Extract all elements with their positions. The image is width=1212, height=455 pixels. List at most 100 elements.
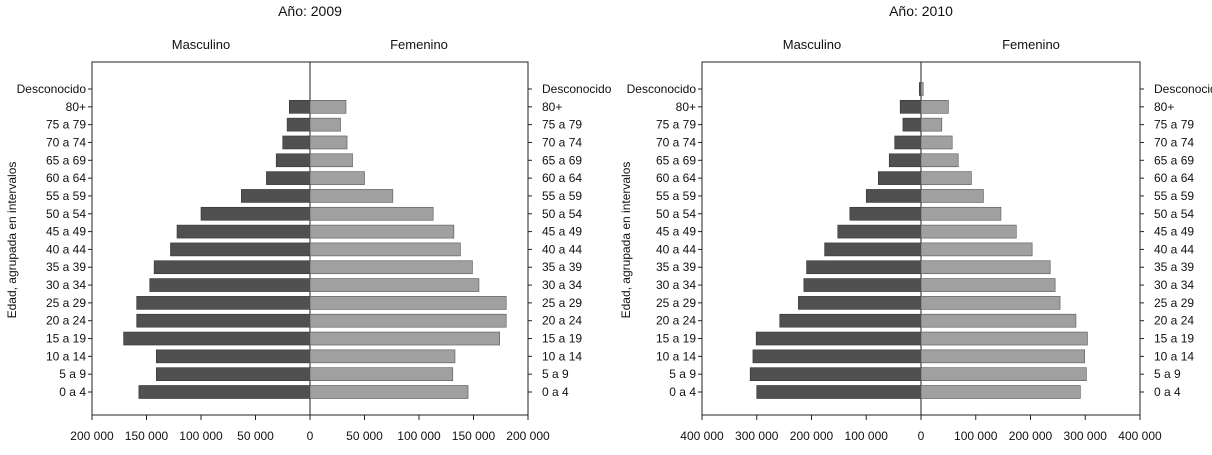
bar-female-1-5 (920, 296, 1061, 310)
y-tick-label-right-1-0: 0 a 4 (1154, 385, 1181, 399)
y-tick-label-left-1-9: 45 a 49 (656, 225, 696, 239)
y-tick-label-left-1-10: 50 a 54 (656, 207, 696, 221)
x-tick-label-0-1: 150 000 (125, 429, 169, 443)
x-tick-label-1-1: 300 000 (735, 429, 779, 443)
y-tick-label-right-1-3: 15 a 19 (1154, 332, 1194, 346)
bar-male-1-13 (888, 153, 922, 168)
y-tick-label-right-0-12: 60 a 64 (542, 171, 582, 185)
y-tick-label-right-0-2: 10 a 14 (542, 349, 582, 363)
y-tick-label-left-1-0: 0 a 4 (669, 385, 696, 399)
y-tick-label-left-0-13: 65 a 69 (46, 153, 86, 167)
bar-female-1-15 (920, 117, 943, 132)
y-tick-label-right-0-9: 45 a 49 (542, 225, 582, 239)
y-tick-label-left-1-13: 65 a 69 (656, 153, 696, 167)
bar-female-1-16 (920, 100, 949, 114)
bar-female-1-13 (920, 153, 959, 168)
y-tick-label-left-1-5: 25 a 29 (656, 296, 696, 310)
bar-male-0-3 (123, 331, 311, 346)
bar-female-1-3 (920, 331, 1088, 346)
y-tick-label-left-1-11: 55 a 59 (656, 189, 696, 203)
y-tick-label-right-1-13: 65 a 69 (1154, 153, 1194, 167)
y-tick-label-left-0-6: 30 a 34 (46, 278, 86, 292)
bar-male-0-2 (156, 349, 311, 364)
x-tick-label-0-3: 50 000 (237, 429, 274, 443)
bar-male-0-4 (136, 313, 311, 328)
bar-female-1-7 (920, 260, 1051, 275)
chart-title-0: Año: 2009 (278, 3, 342, 19)
y-tick-label-left-0-2: 10 a 14 (46, 349, 86, 363)
bar-male-1-4 (779, 313, 922, 328)
y-tick-label-right-0-3: 15 a 19 (542, 332, 582, 346)
bar-female-0-10 (309, 206, 434, 221)
bar-female-1-6 (920, 278, 1056, 292)
y-tick-label-left-0-0: 0 a 4 (59, 385, 86, 399)
y-tick-label-right-0-1: 5 a 9 (542, 367, 569, 381)
bar-female-0-12 (309, 171, 365, 185)
bar-male-1-5 (798, 296, 922, 310)
bar-female-1-12 (920, 171, 972, 185)
bar-female-0-15 (309, 117, 341, 132)
x-tick-label-1-0: 400 000 (680, 429, 724, 443)
x-tick-label-0-5: 50 000 (346, 429, 383, 443)
bar-male-0-12 (266, 171, 311, 185)
y-tick-label-left-1-15: 75 a 79 (656, 118, 696, 132)
y-tick-label-left-0-1: 5 a 9 (59, 367, 86, 381)
y-tick-label-right-1-2: 10 a 14 (1154, 349, 1194, 363)
bar-male-1-14 (894, 135, 922, 150)
x-tick-label-1-8: 400 000 (1118, 429, 1162, 443)
bar-female-0-13 (309, 153, 353, 168)
y-tick-label-left-0-4: 20 a 24 (46, 314, 86, 328)
y-tick-label-right-1-5: 25 a 29 (1154, 296, 1194, 310)
series-label-female-0: Femenino (390, 37, 448, 52)
y-tick-label-left-0-11: 55 a 59 (46, 189, 86, 203)
x-tick-label-0-7: 150 000 (452, 429, 496, 443)
bar-male-0-14 (282, 135, 311, 150)
x-tick-label-1-6: 200 000 (1009, 429, 1053, 443)
x-tick-label-0-0: 200 000 (70, 429, 114, 443)
bar-male-0-11 (241, 189, 311, 203)
bar-male-0-10 (200, 206, 311, 221)
y-tick-label-right-0-16: 80+ (542, 100, 562, 114)
y-tick-label-right-1-6: 30 a 34 (1154, 278, 1194, 292)
bar-male-1-2 (752, 349, 922, 364)
y-tick-label-left-1-14: 70 a 74 (656, 135, 696, 149)
y-tick-label-right-1-11: 55 a 59 (1154, 189, 1194, 203)
y-tick-label-left-0-5: 25 a 29 (46, 296, 86, 310)
y-tick-label-left-0-16: 80+ (66, 100, 86, 114)
bar-female-0-1 (309, 367, 454, 381)
bar-female-0-7 (309, 260, 473, 275)
bar-female-1-2 (920, 349, 1086, 364)
bar-male-0-5 (136, 296, 311, 310)
bar-male-0-7 (153, 260, 311, 275)
y-tick-label-left-0-15: 75 a 79 (46, 118, 86, 132)
x-tick-label-1-5: 100 000 (954, 429, 998, 443)
y-tick-label-right-0-15: 75 a 79 (542, 118, 582, 132)
bar-female-0-14 (309, 135, 348, 150)
y-tick-label-right-1-16: 80+ (1154, 100, 1174, 114)
bar-female-1-11 (920, 189, 984, 203)
y-tick-label-right-0-6: 30 a 34 (542, 278, 582, 292)
y-tick-label-right-0-5: 25 a 29 (542, 296, 582, 310)
bar-male-1-12 (877, 171, 922, 185)
bar-male-1-15 (902, 117, 922, 132)
bar-female-1-10 (920, 206, 1002, 221)
bar-female-1-1 (920, 367, 1087, 381)
y-tick-label-left-0-17: Desconocido (17, 82, 87, 96)
y-axis-label-1: Edad, agrupada en intervalos (619, 162, 633, 319)
bar-male-1-10 (849, 206, 922, 221)
bar-female-1-9 (920, 224, 1017, 239)
bar-male-1-6 (803, 278, 922, 292)
chart-title-1: Año: 2010 (889, 3, 953, 19)
y-tick-label-left-0-9: 45 a 49 (46, 225, 86, 239)
y-tick-label-left-1-7: 35 a 39 (656, 260, 696, 274)
x-tick-label-0-6: 100 000 (397, 429, 441, 443)
bar-female-0-8 (309, 242, 461, 257)
bar-male-0-9 (176, 224, 311, 239)
x-tick-label-0-4: 0 (307, 429, 314, 443)
y-tick-label-right-1-12: 60 a 64 (1154, 171, 1194, 185)
bar-female-0-16 (309, 100, 347, 114)
y-tick-label-left-1-12: 60 a 64 (656, 171, 696, 185)
y-tick-label-right-0-10: 50 a 54 (542, 207, 582, 221)
